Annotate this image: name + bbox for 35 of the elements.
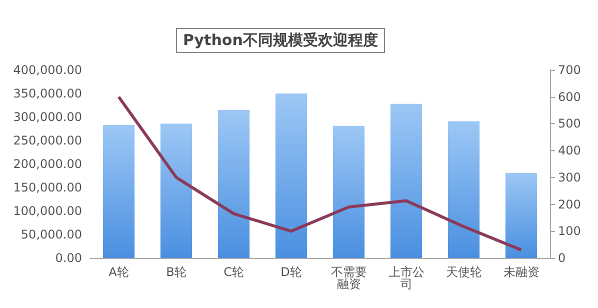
bar <box>448 121 480 258</box>
y2-tick-label: 0 <box>558 251 566 265</box>
y-tick-label: 50,000.00 <box>20 228 82 242</box>
y-tick-label: 400,000.00 <box>13 63 82 77</box>
bar <box>102 124 135 258</box>
y2-tick-label: 700 <box>558 63 581 77</box>
bar <box>218 110 250 258</box>
y2-tick-label: 200 <box>558 197 581 212</box>
y-tick-label: 100,000.00 <box>13 204 82 218</box>
y2-tick-label: 100 <box>558 224 581 238</box>
y-tick-label: 250,000.00 <box>13 134 82 148</box>
bar <box>332 126 365 258</box>
y2-tick-label: 600 <box>558 90 581 104</box>
y2-tick-label: 400 <box>558 144 581 158</box>
bar <box>390 104 422 258</box>
bar <box>275 94 308 258</box>
bar <box>505 172 538 258</box>
x-tick-label: C轮 <box>224 265 244 279</box>
x-tick-label: 不需要融资 <box>330 265 367 291</box>
x-tick-label: A轮 <box>108 265 129 279</box>
x-tick-label: B轮 <box>166 265 186 279</box>
bar <box>160 124 192 258</box>
y2-tick-label: 500 <box>558 116 581 131</box>
x-tick-label: 上市公司 <box>388 265 424 291</box>
y-tick-label: 150,000.00 <box>13 180 82 194</box>
y-tick-label: 200,000.00 <box>13 157 82 171</box>
y-tick-label: 0.00 <box>55 251 82 265</box>
x-tick-label: D轮 <box>280 265 302 279</box>
x-tick-label: 天使轮 <box>446 265 482 279</box>
line-series <box>117 95 523 252</box>
chart-title: Python不同规模受欢迎程度 <box>176 28 385 53</box>
y-tick-label: 300,000.00 <box>13 110 82 124</box>
y2-tick-label: 300 <box>558 170 581 184</box>
x-tick-label: 未融资 <box>503 265 540 279</box>
y-tick-label: 350,000.00 <box>13 86 82 100</box>
